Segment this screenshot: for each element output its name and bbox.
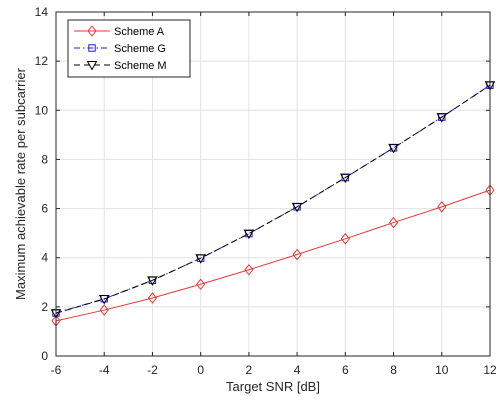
y-tick-label: 12 — [35, 54, 49, 68]
legend-marker — [87, 25, 97, 37]
legend-label: Scheme A — [114, 26, 165, 38]
data-point-1 — [147, 292, 158, 304]
plot-frame — [55, 11, 491, 357]
x-tick-label: -4 — [99, 363, 110, 377]
x-axis-label: Target SNR [dB] — [226, 379, 320, 394]
x-tick-label: -2 — [147, 363, 158, 377]
grid — [56, 12, 490, 356]
x-tick-label: 12 — [483, 363, 497, 377]
data-point-3 — [388, 143, 399, 154]
data-point-1 — [196, 278, 206, 291]
x-tick-label: 2 — [246, 363, 253, 377]
x-tick-label: 8 — [390, 363, 397, 377]
axis-ticks: -6 -4 -2 0 2 4 6 8 10 12 0 2 4 6 8 10 12 14 — [35, 5, 497, 377]
y-tick-label: 10 — [35, 103, 49, 117]
x-tick-label: 4 — [294, 363, 301, 377]
y-tick-label: 2 — [41, 300, 48, 314]
y-tick-label: 14 — [35, 5, 49, 19]
x-tick-label: 10 — [435, 363, 449, 377]
y-axis-label: Maximum achievable rate per subcarrier — [13, 67, 28, 300]
data-point-1 — [388, 216, 399, 229]
legend-label: Scheme G — [114, 43, 166, 55]
legend-marker — [88, 44, 96, 52]
legend-marker — [86, 61, 98, 71]
data-point-3 — [195, 254, 207, 264]
data-point-3 — [147, 276, 158, 286]
data-point-1 — [244, 263, 254, 276]
data-point-1 — [99, 304, 109, 316]
y-tick-label: 8 — [41, 152, 48, 166]
data-point-3 — [291, 202, 303, 213]
y-tick-label: 6 — [41, 202, 48, 216]
data-point-1 — [292, 248, 302, 261]
series-line-1 — [55, 189, 491, 322]
series-line-2 — [55, 84, 491, 314]
series-markers — [50, 81, 496, 327]
data-point-1 — [340, 232, 350, 245]
data-point-3 — [98, 294, 110, 305]
x-tick-label: 6 — [342, 363, 349, 377]
series-lines — [55, 84, 491, 322]
data-point-3 — [243, 229, 255, 240]
x-tick-label: 0 — [197, 363, 204, 377]
legend: Scheme A Scheme G Scheme M — [67, 19, 191, 78]
data-point-3 — [436, 113, 448, 123]
y-tick-label: 0 — [41, 349, 48, 363]
series-line-3 — [55, 84, 491, 314]
y-tick-label: 4 — [41, 251, 48, 265]
legend-label: Scheme M — [114, 60, 167, 72]
data-point-1 — [437, 201, 447, 213]
x-tick-label: -6 — [51, 363, 62, 377]
data-point-3 — [339, 173, 351, 184]
